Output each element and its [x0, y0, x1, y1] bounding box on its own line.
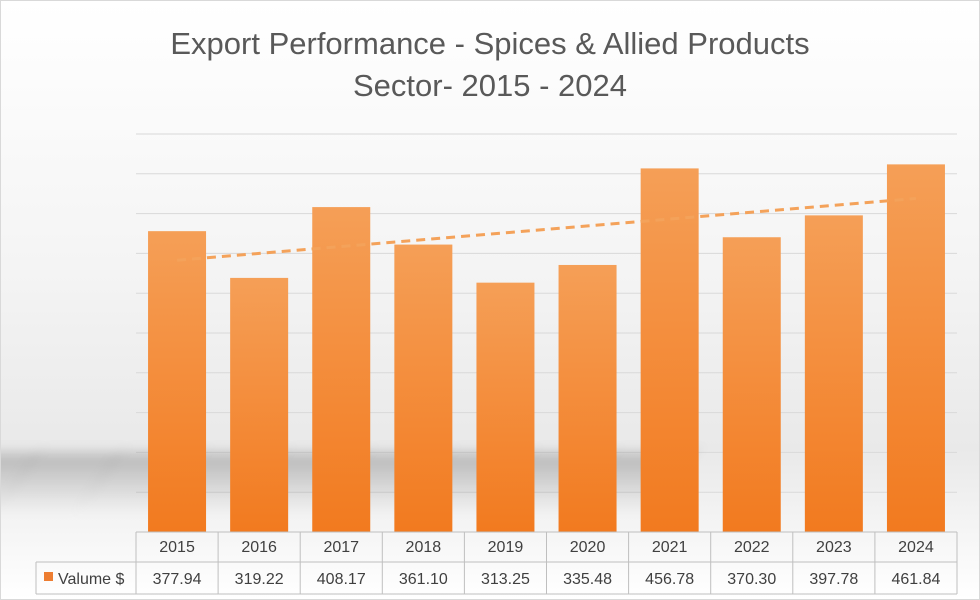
value-label: 319.22	[235, 571, 284, 588]
chart-title-line-2: Sector- 2015 - 2024	[352, 68, 627, 103]
linear-trendline	[176, 196, 917, 262]
category-label: 2024	[898, 539, 934, 556]
bar-2023	[804, 215, 863, 532]
bar-2015	[148, 231, 207, 532]
bars	[148, 164, 945, 533]
value-label: 377.94	[153, 571, 202, 588]
value-label: 370.30	[727, 571, 776, 588]
chart-title: Export Performance - Spices & Allied Pro…	[1, 23, 979, 107]
value-label: 313.25	[481, 571, 530, 588]
data-table: 2015 377.94 2016 319.22 2017 408.17 2018 361.10…	[35, 531, 958, 595]
value-label: 361.10	[399, 571, 448, 588]
value-label: 456.78	[645, 571, 694, 588]
bar-2022	[722, 237, 781, 532]
category-label: 2022	[734, 539, 770, 556]
value-label: 397.78	[809, 571, 858, 588]
value-label: 335.48	[563, 571, 612, 588]
bar-shadow	[1, 453, 120, 513]
value-label: 408.17	[317, 571, 366, 588]
category-label: 2019	[488, 539, 524, 556]
trendline	[176, 196, 917, 262]
category-label: 2017	[323, 539, 359, 556]
chart-title-line-1: Export Performance - Spices & Allied Pro…	[170, 26, 810, 61]
category-label: 2016	[241, 539, 277, 556]
bar-shadow	[1, 453, 38, 513]
bar-2020	[558, 264, 617, 532]
category-label: 2023	[816, 539, 852, 556]
category-label: 2020	[570, 539, 606, 556]
bar-2024	[886, 164, 945, 532]
bar-2019	[476, 282, 535, 532]
category-label: 2015	[159, 539, 195, 556]
bar-2017	[312, 207, 371, 532]
legend-key-label: Valume $	[58, 571, 125, 588]
category-label: 2018	[406, 539, 442, 556]
bar-2021	[640, 168, 699, 532]
category-label: 2021	[652, 539, 688, 556]
bar-2018	[394, 244, 453, 533]
legend-key-swatch	[44, 572, 53, 581]
value-label: 461.84	[891, 571, 940, 588]
bar-2016	[230, 277, 289, 532]
